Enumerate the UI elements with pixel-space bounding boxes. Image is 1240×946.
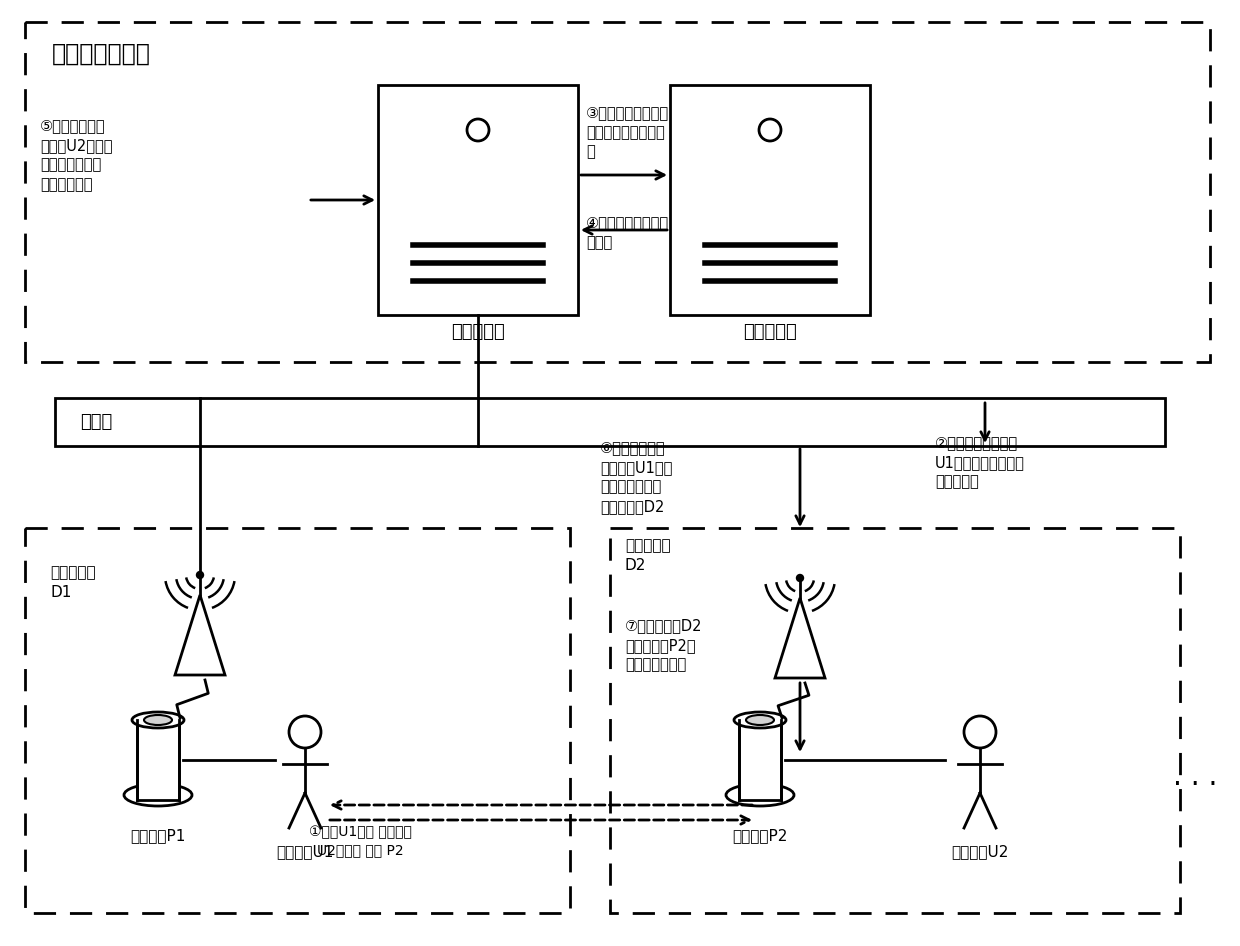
Ellipse shape [734,712,786,728]
Text: 数据采集器
D2: 数据采集器 D2 [625,538,671,572]
Bar [739,720,781,800]
Bar [670,85,870,315]
Bar [136,720,179,800]
Ellipse shape [124,784,192,806]
Text: 数据服务器: 数据服务器 [743,323,797,341]
Text: 车主用户U2: 车主用户U2 [951,844,1008,859]
Text: · · ·: · · · [1173,771,1218,799]
Ellipse shape [725,784,794,806]
Text: ②数据采集器将车主
U1的信息发送给电度
币交换系统: ②数据采集器将车主 U1的信息发送给电度 币交换系统 [935,435,1025,490]
Text: ①车主U1请求 使用车主: ①车主U1请求 使用车主 [309,825,412,839]
Circle shape [196,571,203,579]
Ellipse shape [144,715,172,725]
Ellipse shape [746,715,774,725]
Text: ⑤应用服务器判
断车主U2账户是
否有效、电度币
余额是否充足: ⑤应用服务器判 断车主U2账户是 否有效、电度币 余额是否充足 [40,118,113,192]
Bar [378,85,578,315]
Text: ③应用服务器请求数
据库中的用户账户信
息: ③应用服务器请求数 据库中的用户账户信 息 [587,105,670,160]
Text: 以太网: 以太网 [81,413,113,431]
Text: U2的充电 设施 P2: U2的充电 设施 P2 [316,843,403,857]
Text: 车主用户U1: 车主用户U1 [277,844,334,859]
Bar [55,398,1166,446]
Circle shape [796,574,804,582]
Text: 数据采集器
D1: 数据采集器 D1 [50,565,95,600]
Text: 充电设施P2: 充电设施P2 [733,828,787,843]
Ellipse shape [131,712,184,728]
Text: 电度币交换系统: 电度币交换系统 [52,42,151,66]
Text: 应用服务器: 应用服务器 [451,323,505,341]
Text: ⑥应用服务器将
车主账户U1是否
可用信息返回给
数据采集器D2: ⑥应用服务器将 车主账户U1是否 可用信息返回给 数据采集器D2 [600,440,672,515]
Text: ④数据库返回用户账
户信息: ④数据库返回用户账 户信息 [587,215,670,250]
Text: ⑦数据采集器D2
向充电设施P2发
出启动充电指令: ⑦数据采集器D2 向充电设施P2发 出启动充电指令 [625,618,703,673]
Text: 充电设施P1: 充电设施P1 [130,828,186,843]
